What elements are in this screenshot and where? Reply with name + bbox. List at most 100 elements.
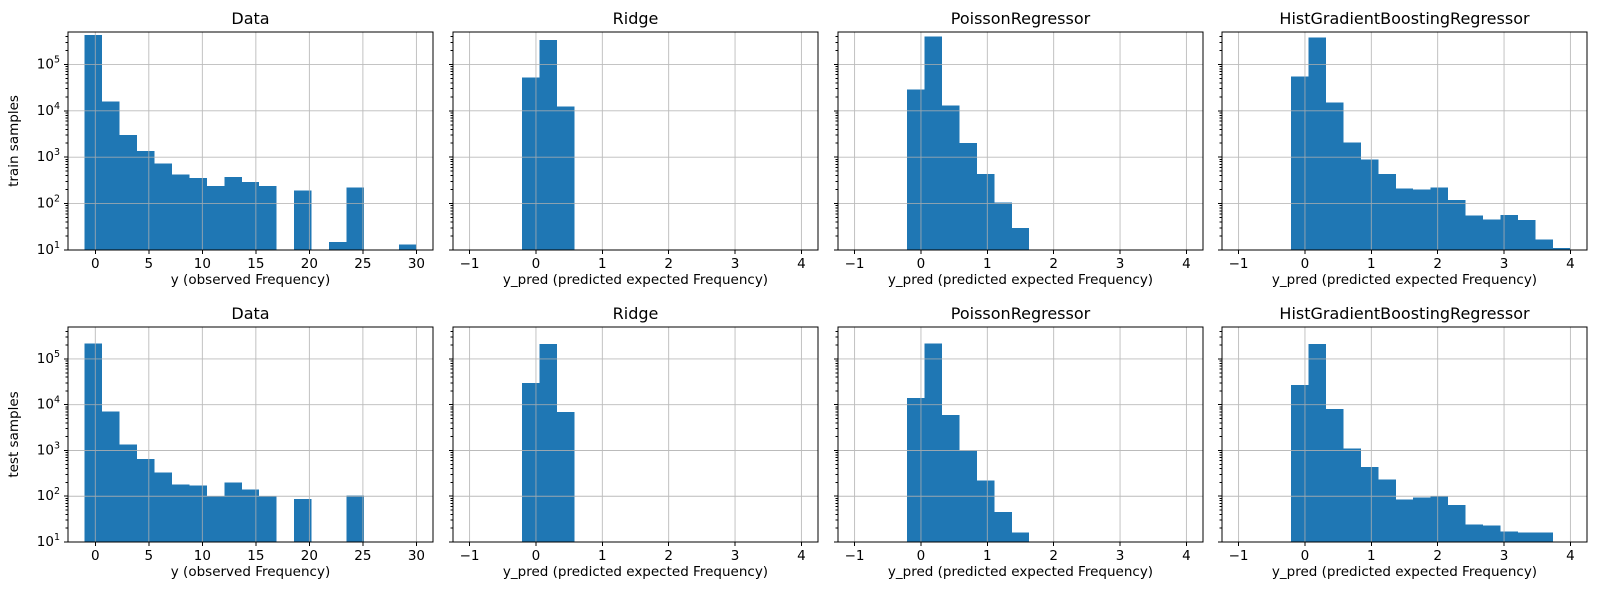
histogram-bar — [171, 484, 190, 542]
grid — [838, 327, 1203, 543]
x-tick-label: 1 — [1367, 256, 1376, 272]
plot-title: HistGradientBoostingRegressor — [1279, 304, 1530, 323]
histogram-bar — [136, 151, 155, 250]
histogram-bar — [1535, 239, 1553, 250]
x-tick-label: 3 — [1116, 548, 1125, 564]
x-tick-label: 15 — [247, 256, 264, 272]
histogram-bar — [346, 495, 365, 542]
x-tick-label: 5 — [145, 548, 154, 564]
histogram-bar — [1430, 496, 1449, 542]
axes-spines — [452, 326, 819, 543]
histogram-bar — [994, 512, 1012, 542]
histogram-bar — [84, 343, 103, 542]
ticks — [1218, 35, 1571, 254]
y-tick-base: 10 — [37, 351, 54, 367]
histogram-bar — [241, 182, 260, 250]
histogram-bars — [84, 35, 417, 251]
histogram-bars — [1290, 37, 1571, 250]
y-tick-exponent: 5 — [54, 349, 60, 360]
y-tick-exponent: 2 — [54, 486, 60, 497]
histogram-bar — [224, 482, 242, 542]
histogram-bar — [1500, 214, 1519, 250]
histogram-bar — [924, 343, 942, 542]
x-tick-label: −1 — [460, 548, 480, 564]
x-tick-label: 2 — [664, 548, 673, 564]
x-tick-label: 3 — [1500, 548, 1509, 564]
ticks — [449, 330, 802, 546]
subplot-train-hgbr: −1 0 1 2 3 4 HistGradientBoostingRegressor y_pr… — [1218, 9, 1588, 288]
x-tick-label: 5 — [145, 256, 154, 272]
y-tick-base: 10 — [37, 242, 54, 258]
histogram-bar — [224, 177, 242, 250]
histogram-bar — [1518, 532, 1536, 542]
histogram-bar — [206, 185, 225, 250]
y-tick-exponent: 5 — [54, 54, 60, 65]
plot-title: PoissonRegressor — [951, 9, 1091, 28]
ticks — [64, 35, 417, 254]
x-tick-label: 2 — [1433, 548, 1442, 564]
histogram-bars — [1290, 343, 1553, 542]
histogram-bar — [906, 89, 925, 250]
histogram-bar — [189, 177, 207, 250]
histogram-bar — [241, 489, 260, 542]
histogram-bar — [346, 187, 365, 250]
histogram-bar — [1552, 248, 1571, 250]
histogram-bar — [1343, 142, 1361, 250]
histogram-bar — [994, 202, 1012, 250]
x-tick-label: 0 — [91, 548, 100, 564]
ticks — [834, 35, 1187, 254]
axes-spines — [1221, 326, 1588, 543]
histogram-bar — [259, 185, 277, 250]
subplot-test-poisson: −1 0 1 2 3 4 PoissonRegressor y_pred (predicted… — [834, 304, 1204, 580]
x-tick-label: 25 — [354, 256, 371, 272]
histogram-bar — [1430, 187, 1449, 250]
histogram-bar — [924, 36, 942, 251]
x-tick-label: 0 — [532, 256, 541, 272]
grid — [453, 32, 818, 251]
x-tick-label: 2 — [1049, 548, 1058, 564]
plot-title: Ridge — [613, 304, 659, 323]
y-tick-label: 102 — [37, 486, 60, 504]
histogram-bar — [1290, 384, 1309, 542]
axes-spines — [1221, 31, 1588, 251]
plot-title: Ridge — [613, 9, 659, 28]
histogram-bar — [171, 174, 190, 250]
axes-spines — [67, 326, 434, 543]
histogram-bar — [959, 143, 977, 250]
histogram-bar — [294, 498, 312, 542]
histogram-bar — [1360, 159, 1379, 250]
y-tick-base: 10 — [37, 488, 54, 504]
histogram-bar — [84, 35, 103, 251]
x-tick-label: 1 — [598, 548, 607, 564]
histogram-bar — [1395, 188, 1414, 250]
x-tick-label: 30 — [408, 548, 425, 564]
histogram-bar — [906, 398, 925, 542]
histogram-bars — [906, 343, 1030, 542]
histogram-bar — [1395, 499, 1414, 542]
x-tick-label: −1 — [845, 548, 865, 564]
x-axis-label: y (observed Frequency) — [171, 564, 330, 580]
x-tick-label: 10 — [194, 548, 211, 564]
x-tick-label: 3 — [1116, 256, 1125, 272]
x-tick-label: 10 — [194, 256, 211, 272]
histogram-bar — [1448, 199, 1466, 250]
x-tick-label: 2 — [1049, 256, 1058, 272]
histogram-bar — [1413, 189, 1431, 250]
histogram-bar — [539, 343, 557, 542]
histogram-bar — [1308, 343, 1326, 542]
x-tick-label: 3 — [1500, 256, 1509, 272]
histogram-bar — [1518, 220, 1536, 250]
histogram-bar — [102, 411, 120, 542]
x-axis-label: y_pred (predicted expected Frequency) — [1272, 272, 1537, 288]
x-tick-label: −1 — [1229, 548, 1249, 564]
y-tick-exponent: 4 — [54, 101, 60, 112]
histogram-bar — [556, 411, 575, 542]
x-tick-label: 20 — [301, 548, 318, 564]
y-tick-label: 105 — [37, 54, 60, 72]
histogram-bar — [1465, 524, 1484, 542]
histogram-bar — [1535, 532, 1553, 542]
x-tick-label: 25 — [354, 548, 371, 564]
ticks — [1218, 330, 1571, 546]
